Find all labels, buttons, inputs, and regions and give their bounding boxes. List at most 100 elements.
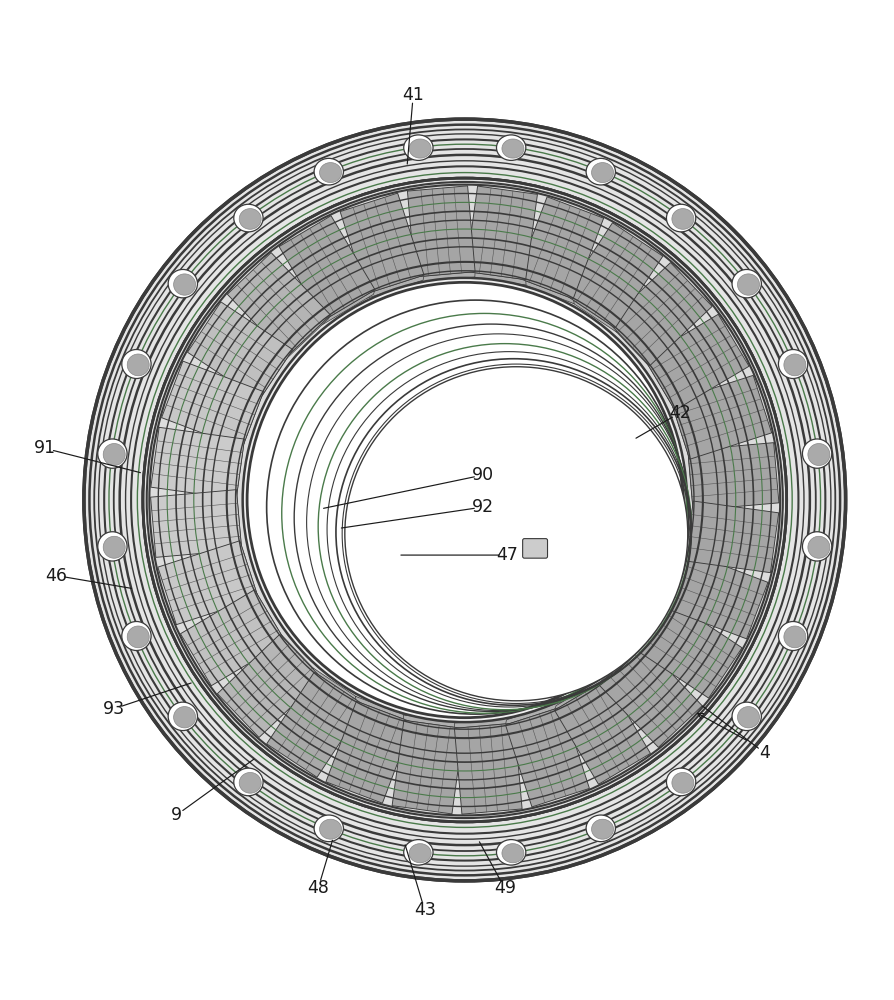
Polygon shape	[340, 193, 424, 294]
Ellipse shape	[808, 444, 830, 465]
Text: 4: 4	[760, 744, 771, 762]
Polygon shape	[408, 186, 475, 277]
Ellipse shape	[496, 135, 526, 160]
Ellipse shape	[233, 768, 263, 796]
Polygon shape	[671, 375, 772, 459]
Ellipse shape	[319, 163, 342, 183]
Polygon shape	[454, 718, 515, 728]
Text: 49: 49	[493, 879, 516, 897]
Polygon shape	[599, 639, 645, 685]
Ellipse shape	[502, 844, 524, 863]
Ellipse shape	[803, 439, 831, 468]
Polygon shape	[608, 322, 652, 369]
Polygon shape	[277, 631, 322, 678]
Polygon shape	[687, 443, 779, 510]
Polygon shape	[466, 186, 537, 280]
Ellipse shape	[404, 840, 433, 865]
Ellipse shape	[127, 354, 149, 376]
Text: 48: 48	[308, 879, 329, 897]
Polygon shape	[505, 701, 564, 725]
Polygon shape	[240, 392, 264, 450]
Polygon shape	[637, 597, 673, 650]
Polygon shape	[284, 315, 331, 361]
Polygon shape	[266, 672, 365, 777]
Ellipse shape	[103, 444, 125, 465]
Ellipse shape	[586, 158, 615, 185]
Ellipse shape	[127, 626, 149, 648]
Ellipse shape	[97, 439, 127, 468]
Ellipse shape	[808, 536, 830, 558]
Polygon shape	[454, 723, 522, 814]
Polygon shape	[505, 706, 589, 807]
Ellipse shape	[247, 282, 682, 718]
Polygon shape	[644, 358, 678, 413]
Ellipse shape	[666, 204, 696, 232]
Text: 90: 90	[471, 466, 493, 484]
Polygon shape	[158, 541, 258, 625]
Text: 42: 42	[669, 404, 691, 422]
Ellipse shape	[409, 844, 431, 863]
Polygon shape	[313, 668, 365, 705]
Polygon shape	[217, 634, 322, 737]
Text: 41: 41	[402, 86, 424, 104]
Polygon shape	[237, 539, 258, 598]
Polygon shape	[685, 500, 696, 561]
Polygon shape	[233, 489, 241, 550]
Ellipse shape	[173, 707, 196, 728]
Ellipse shape	[314, 158, 343, 185]
Ellipse shape	[147, 182, 783, 818]
Ellipse shape	[586, 815, 615, 842]
Text: 91: 91	[34, 439, 56, 457]
Ellipse shape	[502, 139, 524, 158]
Text: 93: 93	[103, 700, 125, 718]
Polygon shape	[517, 277, 574, 304]
Ellipse shape	[738, 274, 760, 295]
Polygon shape	[599, 643, 702, 747]
Polygon shape	[188, 302, 292, 400]
Text: 47: 47	[496, 546, 519, 564]
Ellipse shape	[122, 622, 151, 650]
Ellipse shape	[672, 772, 694, 793]
Ellipse shape	[779, 350, 808, 378]
Polygon shape	[257, 350, 292, 403]
Polygon shape	[608, 263, 713, 366]
Polygon shape	[279, 216, 375, 321]
Ellipse shape	[672, 209, 694, 229]
Polygon shape	[687, 450, 696, 511]
Polygon shape	[671, 402, 693, 461]
FancyBboxPatch shape	[523, 539, 547, 558]
Polygon shape	[565, 295, 617, 332]
Ellipse shape	[168, 702, 198, 731]
Ellipse shape	[242, 278, 687, 722]
Ellipse shape	[173, 274, 196, 295]
Polygon shape	[403, 715, 464, 729]
Ellipse shape	[314, 815, 343, 842]
Polygon shape	[554, 679, 651, 784]
Polygon shape	[252, 587, 285, 642]
Text: 9: 9	[171, 806, 181, 824]
Ellipse shape	[345, 367, 687, 701]
Polygon shape	[666, 550, 690, 608]
Polygon shape	[150, 490, 241, 557]
Ellipse shape	[803, 532, 831, 561]
Polygon shape	[233, 439, 244, 500]
Polygon shape	[685, 501, 779, 573]
Polygon shape	[392, 720, 464, 814]
Ellipse shape	[240, 209, 261, 229]
Ellipse shape	[97, 532, 127, 561]
Ellipse shape	[122, 350, 151, 378]
Ellipse shape	[147, 182, 783, 818]
Polygon shape	[151, 427, 244, 499]
Text: 46: 46	[45, 567, 67, 585]
Polygon shape	[517, 197, 603, 299]
Ellipse shape	[83, 118, 847, 882]
Polygon shape	[227, 253, 331, 357]
Ellipse shape	[496, 840, 526, 865]
Polygon shape	[322, 290, 375, 325]
Ellipse shape	[666, 768, 696, 796]
Polygon shape	[554, 675, 608, 710]
Ellipse shape	[319, 819, 342, 839]
Ellipse shape	[784, 626, 805, 648]
Ellipse shape	[404, 135, 433, 160]
Ellipse shape	[779, 622, 808, 650]
